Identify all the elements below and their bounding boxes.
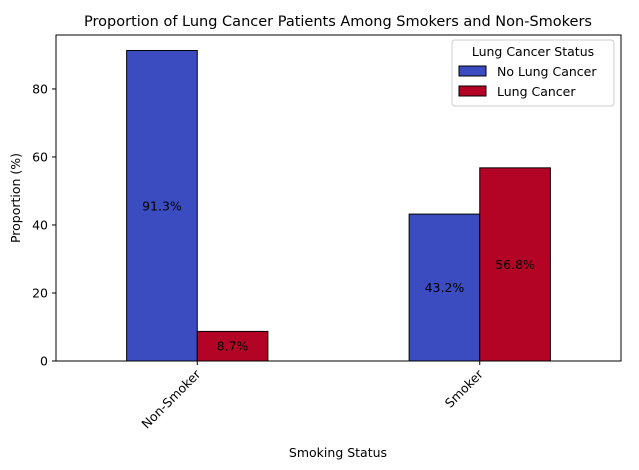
legend-title: Lung Cancer Status xyxy=(472,44,594,59)
y-tick-label: 60 xyxy=(32,149,48,164)
bar-lung-cancer-non-smoker xyxy=(196,330,269,362)
data-label: 8.7% xyxy=(217,339,249,354)
legend-box xyxy=(451,39,615,107)
legend: Lung Cancer Status No Lung Cancer Lung Ca… xyxy=(451,39,615,107)
data-label: 56.8% xyxy=(495,257,535,272)
bar-no-lung-cancer-smoker xyxy=(408,213,481,362)
chart-title: Proportion of Lung Cancer Patients Among… xyxy=(84,14,592,30)
y-tick-label: 20 xyxy=(32,285,48,300)
legend-entry-label: Lung Cancer xyxy=(497,84,576,99)
data-labels-group: 91.3% 43.2% 8.7% 56.8% xyxy=(142,198,535,353)
legend-swatch xyxy=(458,85,487,97)
y-axis-label: Proportion (%) xyxy=(8,153,23,243)
bar-lung-cancer-smoker xyxy=(479,167,551,362)
x-axis-label: Smoking Status xyxy=(289,445,387,460)
data-label: 91.3% xyxy=(142,198,182,213)
y-tick-label: 40 xyxy=(32,217,48,232)
y-tick-label: 80 xyxy=(32,81,48,96)
x-axis: Non-Smoker Smoker xyxy=(138,361,486,431)
bar-no-lung-cancer-non-smoker xyxy=(126,50,198,362)
bars-group xyxy=(126,50,551,362)
x-tick-label: Non-Smoker xyxy=(138,366,204,432)
legend-swatch xyxy=(458,65,487,77)
y-tick-label: 0 xyxy=(40,354,48,369)
data-label: 43.2% xyxy=(425,280,465,295)
plot-border xyxy=(55,34,622,362)
x-tick-label: Smoker xyxy=(442,366,487,411)
legend-entry-label: No Lung Cancer xyxy=(497,64,597,79)
y-axis: 0 20 40 60 80 xyxy=(32,81,56,369)
